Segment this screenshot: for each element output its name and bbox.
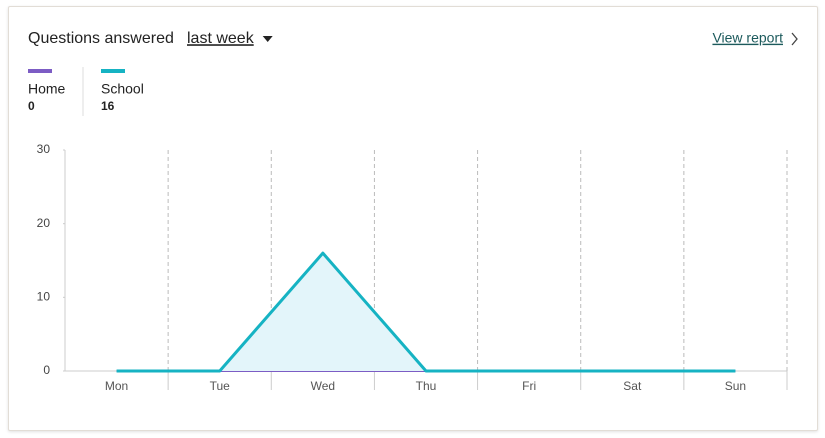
dropdown-caret[interactable] bbox=[262, 36, 273, 42]
x-tick-label: Sun bbox=[725, 379, 746, 393]
y-tick-label: 0 bbox=[43, 363, 50, 377]
x-tick-label: Fri bbox=[522, 379, 536, 393]
period-dropdown[interactable]: last week bbox=[187, 30, 255, 47]
legend-label: Home bbox=[28, 81, 66, 97]
x-tick-label: Mon bbox=[105, 379, 128, 393]
y-tick-label: 20 bbox=[37, 216, 51, 230]
view-report-link[interactable]: View report bbox=[712, 30, 783, 46]
x-tick-label: Tue bbox=[210, 379, 231, 393]
x-tick-label: Thu bbox=[416, 379, 437, 393]
y-tick-label: 30 bbox=[37, 142, 51, 156]
legend-label: School bbox=[101, 81, 144, 97]
y-tick-label: 10 bbox=[37, 290, 51, 304]
legend-total: 16 bbox=[101, 99, 115, 113]
legend-total: 0 bbox=[28, 99, 35, 113]
chevron[interactable] bbox=[791, 32, 798, 46]
x-tick-label: Wed bbox=[311, 379, 335, 393]
x-tick-label: Sat bbox=[623, 379, 642, 393]
title: Questions answered bbox=[28, 30, 174, 47]
series-line bbox=[116, 251, 736, 373]
